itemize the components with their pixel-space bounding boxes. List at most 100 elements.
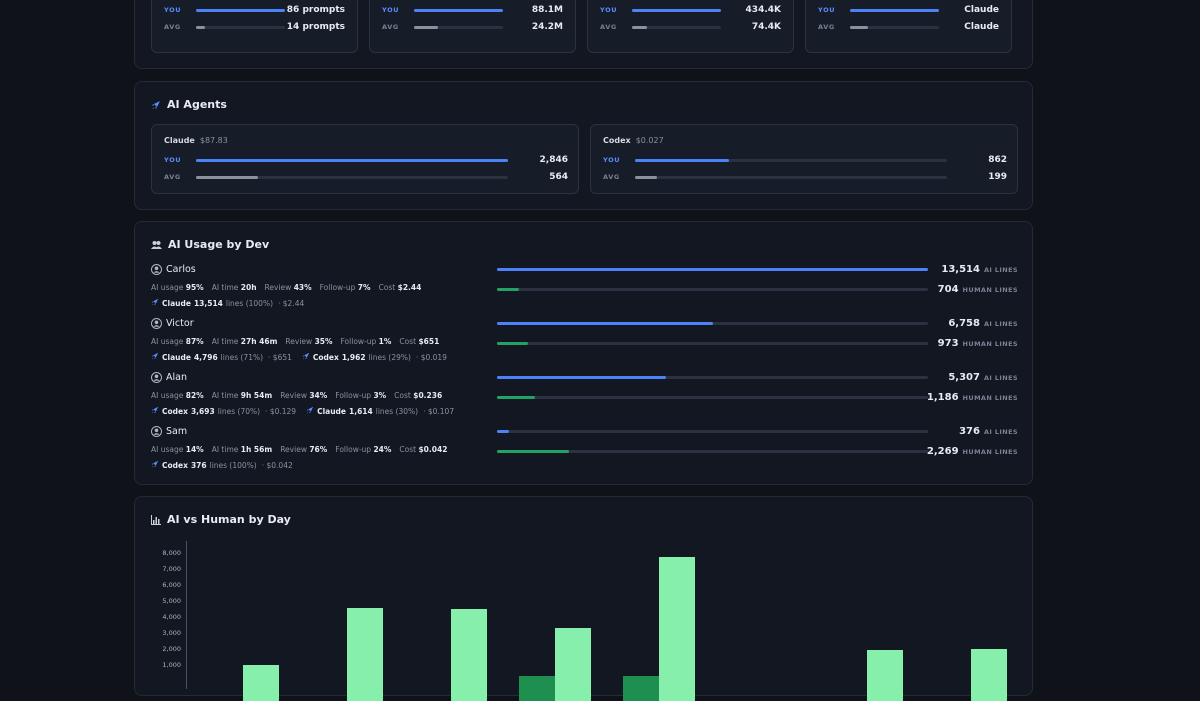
dev-name-row: Alan [151, 372, 187, 383]
rocket-icon [151, 406, 159, 416]
agent-avg-row-fill [635, 176, 657, 179]
stat-value-cost: $2.44 [397, 283, 422, 292]
agent-avg-row-fill [196, 176, 259, 179]
metric-avg-row-track [414, 26, 503, 29]
stat-label-followup: Follow-up [335, 445, 372, 454]
ai-lines-fill [497, 322, 713, 325]
chart-title: AI vs Human by Day [151, 513, 291, 526]
human-lines-unit: HUMAN LINES [962, 394, 1018, 402]
rocket-icon [151, 352, 159, 362]
ai-lines-value: 5,307 AI LINES [948, 372, 1018, 383]
human-lines-value: 2,269 HUMAN LINES [927, 446, 1018, 457]
agent-name: Claude [317, 406, 346, 416]
human-lines-track [497, 450, 928, 453]
stat-label-usage: AI usage [151, 283, 184, 292]
stat-label-review: Review [280, 391, 307, 400]
stat-value-review: 43% [293, 283, 312, 292]
metric-you-row-value: 434.4K [745, 5, 781, 15]
bar-chart-icon [151, 514, 161, 525]
metric-you-row-fill [632, 9, 721, 12]
ai-vs-human-chart: 8,000 7,000 6,000 5,000 4,000 3,000 2,000 1,000 [135, 497, 1034, 701]
chart-title-text: AI vs Human by Day [167, 513, 291, 526]
metric-you-row-track [632, 9, 721, 12]
agent-you-row-label: YOU [603, 156, 621, 164]
stat-value-usage: 82% [185, 391, 204, 400]
metric-avg-row-fill [850, 26, 868, 29]
ai-lines-track [497, 268, 928, 271]
bar-human [867, 649, 903, 701]
human-lines-value: 704 HUMAN LINES [938, 284, 1018, 295]
dev-human-lines-row: 1,186 HUMAN LINES [497, 392, 1018, 404]
human-lines-value: 1,186 HUMAN LINES [927, 392, 1018, 403]
agent-name: Claude [162, 352, 191, 362]
dev-human-lines-row: 704 HUMAN LINES [497, 284, 1018, 296]
agent-name: Claude [164, 136, 195, 145]
ai-lines-unit: AI LINES [983, 266, 1018, 274]
metric-you-row-track [196, 9, 285, 12]
metric-avg-row: AVG Claude [818, 22, 999, 34]
agent-lines-suffix: lines (100%) [225, 298, 274, 308]
agent-avg-row-label: AVG [164, 173, 181, 181]
agent-lines-suffix: lines (30%) [375, 406, 419, 416]
agent-card-claude: Claude $87.83 YOU 2,846 AVG 564 [151, 124, 579, 194]
agent-lines: 376 [190, 460, 207, 470]
agent-name: Codex [312, 352, 339, 362]
ai-vs-human-card: AI vs Human by Day 8,000 7,000 6,000 5,000 4… [134, 496, 1034, 701]
metric-card: Team top agentYOUClaudeAVGClaude [805, 0, 1012, 53]
metric-you-row-label: YOU [382, 6, 400, 14]
agent-cost: · $2.44 [278, 298, 305, 308]
y-tick-label: 2,000 [162, 645, 181, 653]
metric-you-row-fill [196, 9, 285, 12]
bar-human [451, 609, 487, 701]
ai-lines-fill [497, 268, 928, 271]
dev-name: Carlos [166, 264, 196, 275]
agent-avg-row-track [635, 176, 947, 179]
stat-value-review: 34% [309, 391, 328, 400]
dev-ai-lines-row: 376 AI LINES [497, 426, 1018, 438]
stat-label-cost: Cost [394, 391, 411, 400]
user-avatar-icon [151, 372, 162, 383]
metric-avg-row-track [196, 26, 285, 29]
agent-you-row-fill [635, 159, 729, 162]
bar-ai [623, 676, 659, 701]
stat-value-cost: $0.042 [418, 445, 448, 454]
human-lines-fill [497, 288, 520, 291]
users-icon [151, 240, 162, 249]
agent-name: Codex [162, 460, 188, 470]
agent-lines-suffix: lines (29%) [368, 352, 411, 362]
metric-avg-row-label: AVG [818, 23, 835, 31]
stat-value-review: 76% [309, 445, 328, 454]
metric-you-row: YOU 86 prompts [164, 5, 345, 17]
y-tick-label: 1,000 [162, 661, 181, 669]
human-lines-number: 2,269 [926, 446, 959, 457]
y-axis-line [186, 541, 187, 689]
ai-lines-track [497, 322, 928, 325]
metric-avg-row-value: Claude [964, 22, 999, 32]
agent-cost: · $0.129 [265, 406, 297, 416]
human-lines-fill [497, 342, 529, 345]
ai-lines-number: 6,758 [948, 318, 980, 329]
agent-cost: · $0.019 [415, 352, 447, 362]
agent-you-row-value: 2,846 [539, 155, 568, 165]
ai-agents-card: AI Agents Claude $87.83 YOU 2,846 AVG 564 Code… [134, 81, 1033, 210]
agent-name: Claude [162, 298, 191, 308]
agent-cost: $0.027 [635, 136, 664, 145]
stat-label-followup: Follow-up [319, 283, 356, 292]
stat-label-review: Review [280, 445, 307, 454]
stat-value-usage: 87% [185, 337, 204, 346]
dev-human-lines-row: 973 HUMAN LINES [497, 338, 1018, 350]
stat-label-usage: AI usage [151, 445, 184, 454]
agent-you-row-track [635, 159, 947, 162]
user-avatar-icon [151, 426, 162, 437]
agent-lines-suffix: lines (71%) [220, 352, 264, 362]
ai-lines-number: 376 [959, 426, 980, 437]
agent-avg-row: AVG 199 [603, 172, 1007, 184]
stat-value-cost: $651 [418, 337, 440, 346]
ai-lines-fill [497, 376, 667, 379]
ai-agents-title-text: AI Agents [167, 98, 227, 111]
stat-value-followup: 1% [378, 337, 392, 346]
agent-lines: 4,796 [193, 352, 218, 362]
human-lines-number: 973 [937, 338, 959, 349]
dev-ai-lines-row: 13,514 AI LINES [497, 264, 1018, 276]
